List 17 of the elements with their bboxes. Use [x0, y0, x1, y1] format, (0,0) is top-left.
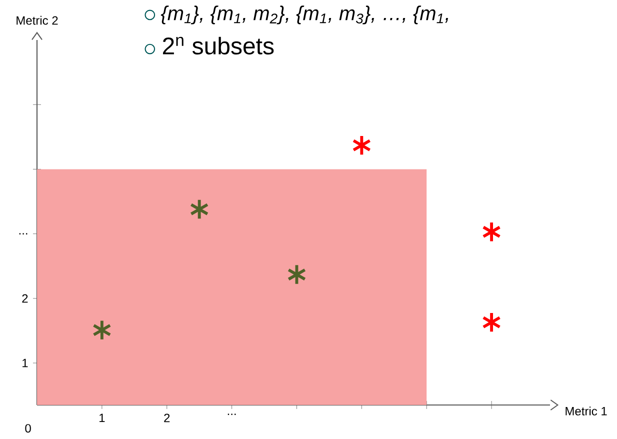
text: {m$_{1}$}, {m$_{1}$, m$_{2}$}, {m$_{1}$, m$_{3}$}, …, {m$_{1}$,: [160, 6, 448, 24]
x-axis-title: Metric 1: [566, 406, 607, 416]
point: [190, 198, 209, 220]
y-axis-title: Metric 2: [16, 16, 58, 25]
point: [482, 312, 502, 334]
text: 0: [25, 424, 31, 433]
x-tick-label: ...: [228, 414, 236, 415]
point: [482, 221, 502, 243]
y-tick-label: 1: [22, 358, 28, 368]
y-tick-label: 2: [22, 294, 28, 303]
annotation: 2$^{n}$ subsets: [162, 36, 274, 54]
point: [352, 134, 372, 156]
y-tick-label: ...: [19, 233, 28, 234]
x-tick-label: 2: [164, 414, 170, 422]
x-tick-label: 1: [100, 414, 105, 422]
point: [287, 264, 306, 286]
point: [92, 319, 112, 341]
